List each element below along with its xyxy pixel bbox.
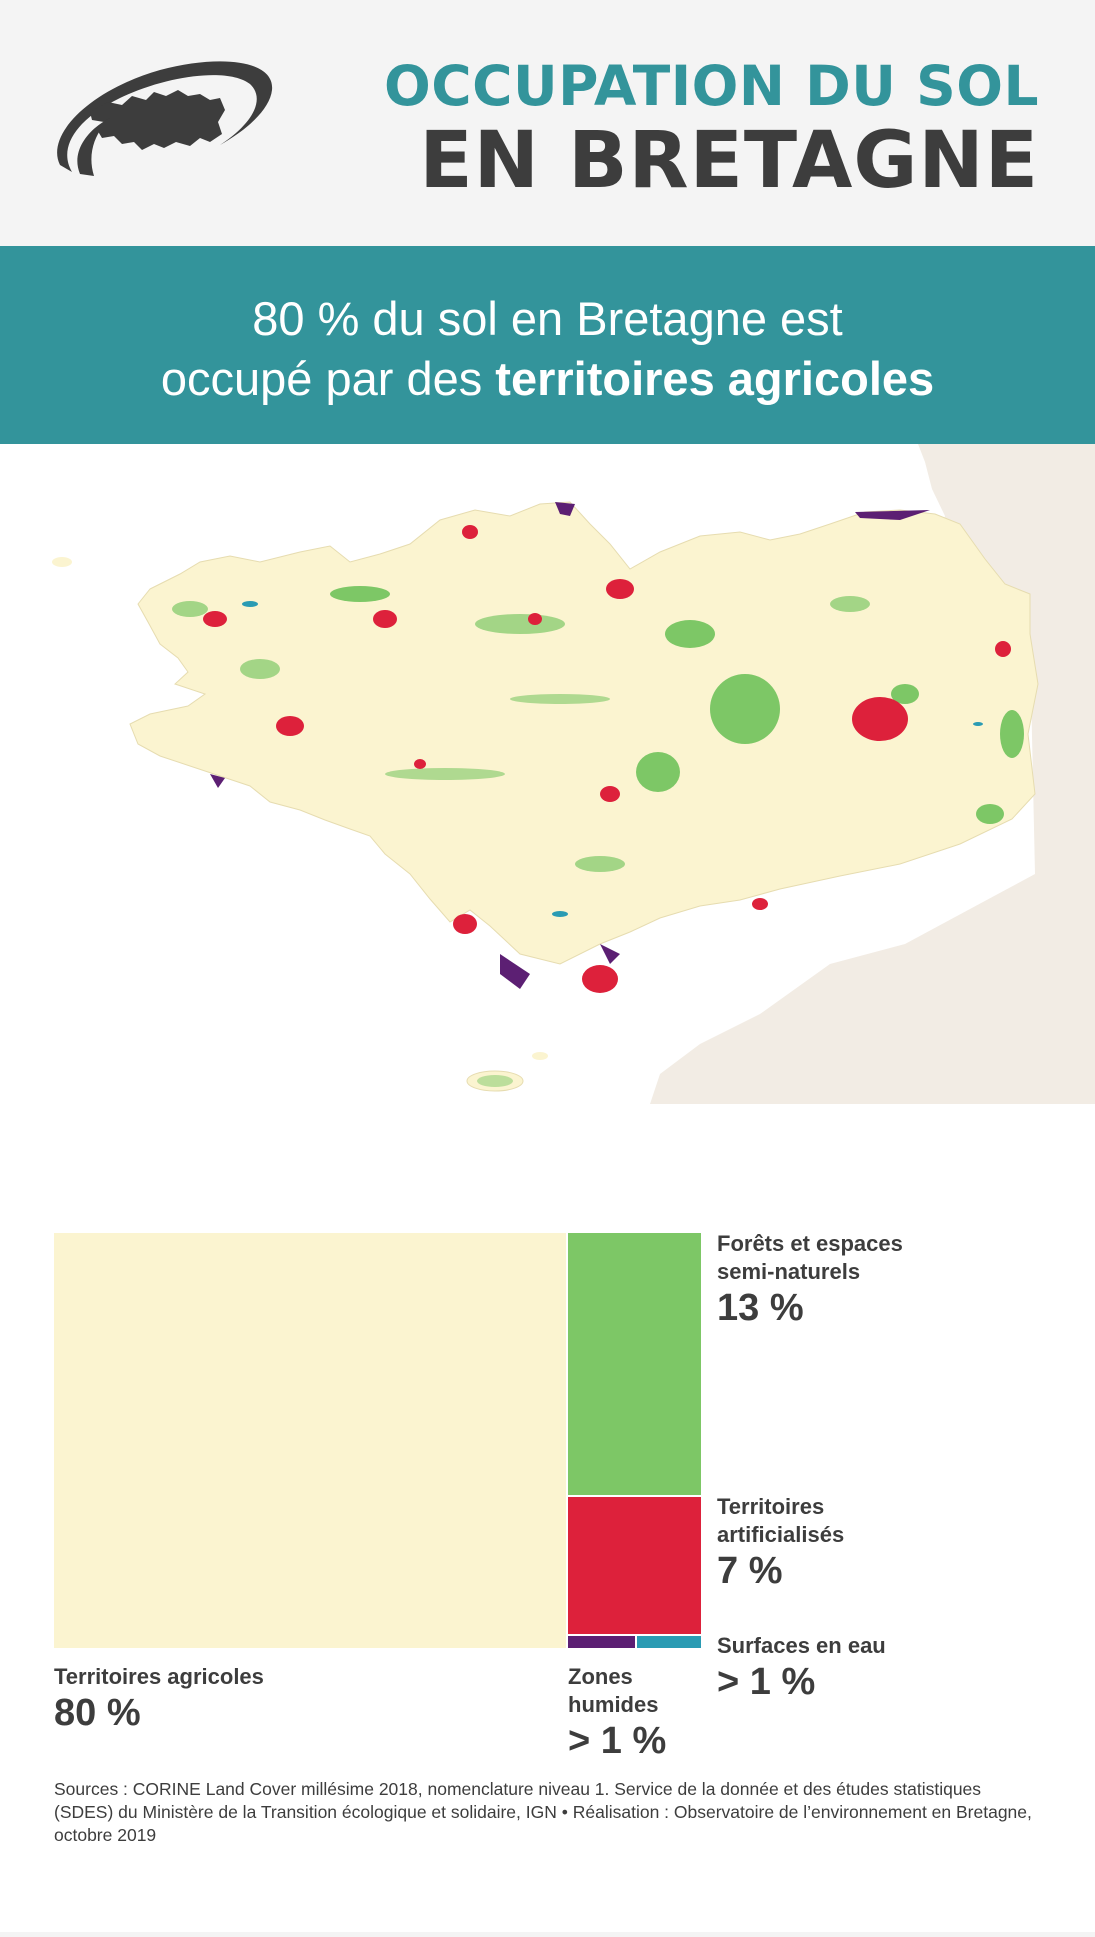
label-artificial-name-2: artificialisés	[717, 1522, 845, 1547]
title-line1: OCCUPATION DU SOL	[384, 54, 1039, 118]
treemap-forest	[568, 1233, 701, 1495]
label-agricultural-pct: 80 %	[54, 1692, 141, 1734]
header: OCCUPATION DU SOL EN BRETAGNE	[0, 0, 1095, 246]
label-wetland-name-1: Zones	[568, 1664, 633, 1689]
label-artificial: Territoires artificialisés 7 %	[717, 1493, 844, 1593]
water-patches	[242, 601, 983, 917]
headline-banner: 80 % du sol en Bretagne est occupé par d…	[0, 246, 1095, 444]
neighbouring-land	[650, 444, 1095, 1104]
label-artificial-pct: 7 %	[717, 1550, 783, 1592]
label-wetland-pct: > 1 %	[568, 1720, 667, 1762]
wetland-patches	[210, 502, 930, 989]
label-agricultural-name: Territoires agricoles	[54, 1664, 264, 1689]
ouessant	[52, 557, 72, 567]
headline-regular: occupé par des	[160, 352, 496, 405]
urban-patches	[203, 525, 1011, 993]
label-water-pct: > 1 %	[717, 1661, 816, 1703]
label-forest-pct: 13 %	[717, 1287, 804, 1329]
forest-patches	[172, 586, 1024, 1087]
label-artificial-name-1: Territoires	[717, 1494, 825, 1519]
brittany-map	[52, 444, 1095, 1104]
headline-bold: territoires agricoles	[495, 352, 935, 405]
label-wetland: Zones humides > 1 %	[568, 1663, 666, 1763]
land-cover-map	[0, 444, 1095, 1104]
treemap-wetland	[568, 1636, 635, 1648]
treemap-agricultural	[54, 1233, 566, 1648]
headline-line2: occupé par des territoires agricoles	[0, 351, 1095, 407]
label-water-name: Surfaces en eau	[717, 1633, 886, 1658]
label-agricultural: Territoires agricoles 80 %	[54, 1663, 264, 1735]
label-wetland-name-2: humides	[568, 1692, 659, 1717]
label-forest-name-1: Forêts et espaces	[717, 1231, 903, 1256]
label-forest: Forêts et espaces semi-naturels 13 %	[717, 1230, 903, 1330]
title-line2: EN BRETAGNE	[419, 116, 1039, 206]
bottom-border	[0, 1932, 1095, 1937]
label-water: Surfaces en eau > 1 %	[717, 1632, 886, 1704]
brittany-land	[129, 501, 1039, 965]
treemap-water	[637, 1636, 701, 1648]
sources-note: Sources : CORINE Land Cover millésime 20…	[54, 1779, 1032, 1845]
ile-de-groix	[532, 1052, 548, 1060]
treemap-artificial	[568, 1497, 701, 1634]
label-forest-name-2: semi-naturels	[717, 1259, 861, 1284]
brittany-map-logo-icon	[57, 61, 273, 176]
headline-line1: 80 % du sol en Bretagne est	[252, 292, 843, 345]
